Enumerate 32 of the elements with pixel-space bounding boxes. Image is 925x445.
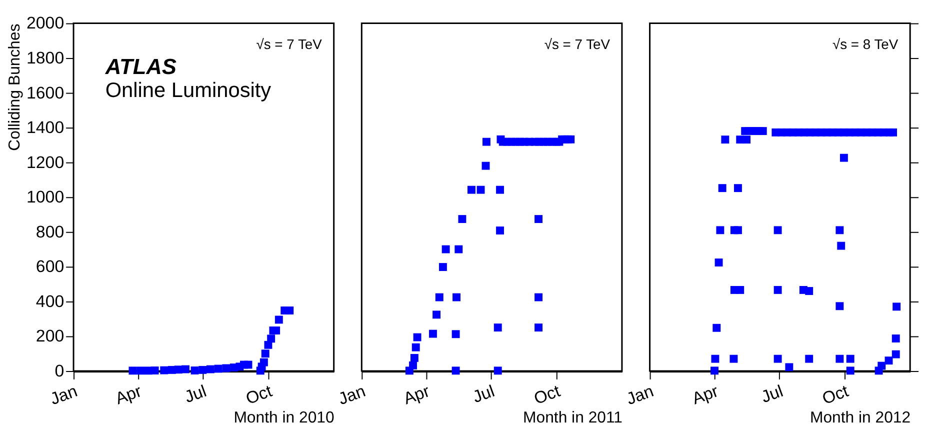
x-tick-label: Jul — [182, 381, 209, 407]
annotation: Online Luminosity — [105, 78, 272, 102]
x-tick-label: Jul — [470, 381, 498, 407]
x-tick-label: Apr — [690, 381, 722, 408]
x-tick-label: Apr — [112, 381, 144, 408]
x-axis-title: Month in 2012 — [810, 410, 911, 427]
annotation: √s = 7 TeV — [544, 36, 611, 52]
y-tick-label: 1000 — [26, 188, 64, 207]
x-tick-label: Jan — [624, 381, 656, 409]
annotation: √s = 8 TeV — [832, 36, 899, 52]
x-tick-label: Oct — [531, 381, 563, 408]
x-tick-label: Jul — [758, 381, 786, 407]
x-tick-label: Oct — [820, 381, 852, 408]
x-tick-label: Oct — [243, 381, 275, 408]
y-tick-label: 1400 — [26, 118, 64, 138]
y-tick-label: 400 — [36, 292, 64, 311]
x-tick-label: Jan — [336, 381, 368, 409]
y-axis-title: Colliding Bunches — [6, 24, 24, 151]
y-tick-label: 200 — [36, 326, 64, 346]
y-tick-label: 1200 — [26, 152, 64, 172]
x-tick-label: Jan — [48, 381, 80, 409]
y-tick-label: 2000 — [26, 14, 64, 33]
y-tick-label: 600 — [36, 257, 64, 276]
x-tick-label: Apr — [400, 381, 432, 408]
x-axis-title: Month in 2010 — [234, 410, 334, 427]
annotation: √s = 7 TeV — [256, 36, 323, 52]
x-axis-title: Month in 2011 — [523, 410, 623, 427]
y-tick-label: 1800 — [26, 48, 64, 68]
annotation: ATLAS — [104, 54, 177, 79]
y-tick-label: 800 — [36, 222, 64, 242]
y-tick-label: 0 — [54, 361, 64, 380]
y-tick-label: 1600 — [26, 83, 64, 102]
